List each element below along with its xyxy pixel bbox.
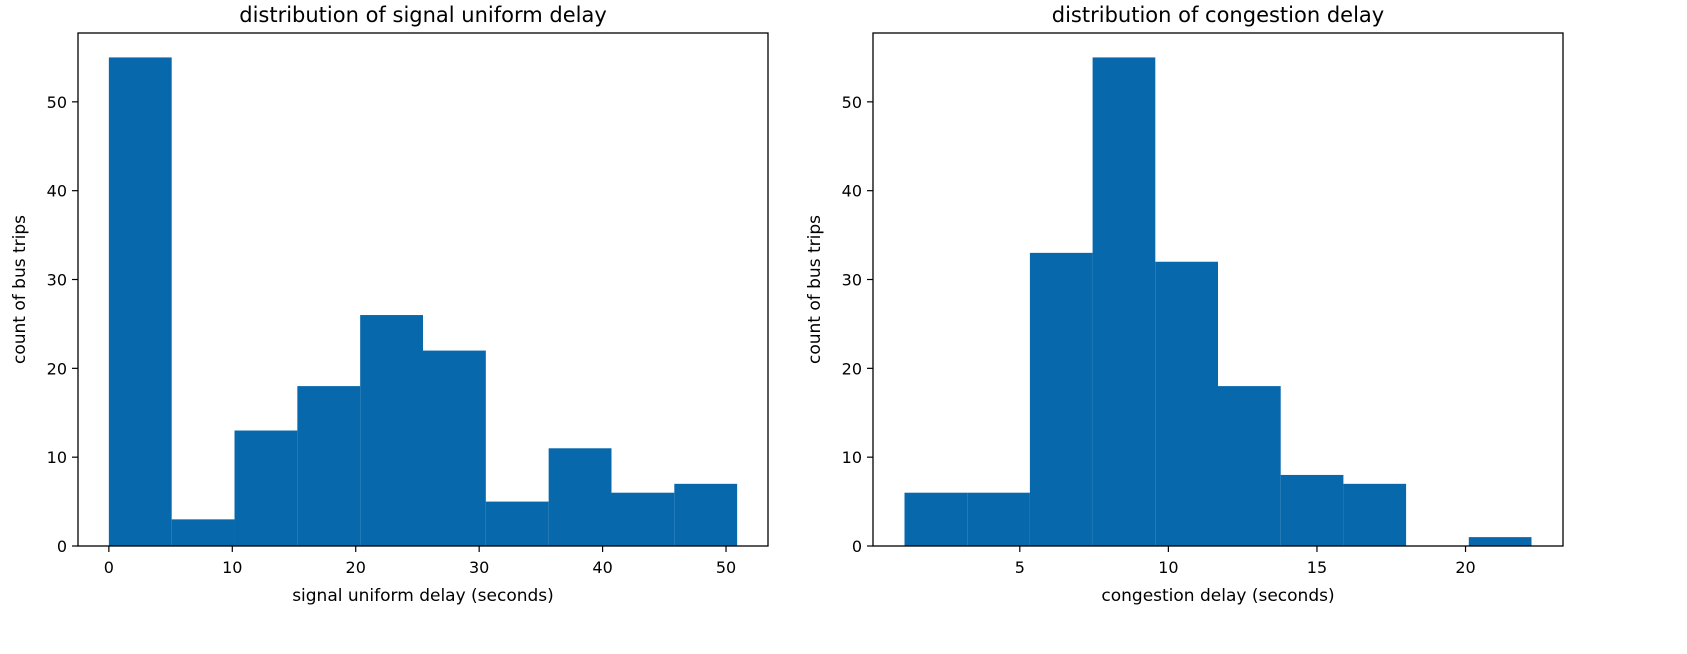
signal-uniform-delay-x-ticks: 0 10 20 30 40 50	[104, 546, 736, 577]
signal-uniform-delay-x-tick-label: 20	[346, 558, 366, 577]
congestion-delay-title: distribution of congestion delay	[1052, 3, 1384, 27]
congestion-delay-bar-8	[1343, 483, 1407, 546]
congestion-delay-bar-10	[1468, 537, 1532, 546]
signal-uniform-delay-bar-2	[171, 519, 235, 546]
signal-uniform-delay-bar-5	[360, 315, 423, 546]
congestion-delay-y-tick-label: 0	[852, 537, 862, 556]
signal-uniform-delay-y-tick-label: 30	[47, 271, 67, 290]
congestion-delay-plot-frame	[872, 32, 1564, 547]
signal-uniform-delay-histogram: 0 10 20 30 40 50 0 10 20 30 40 50 distribution of …	[10, 3, 769, 606]
signal-uniform-delay-bar-10	[674, 483, 738, 546]
signal-uniform-delay-bars	[108, 57, 738, 547]
signal-uniform-delay-y-tick-label: 0	[57, 537, 67, 556]
signal-uniform-delay-bar-1	[108, 57, 172, 547]
congestion-delay-x-tick-label: 5	[1015, 558, 1025, 577]
signal-uniform-delay-x-tick-label: 10	[222, 558, 242, 577]
congestion-delay-histogram: 5 10 15 20 0 10 20 30 40 50 distribution of cong…	[805, 3, 1564, 606]
signal-uniform-delay-title: distribution of signal uniform delay	[239, 3, 607, 27]
signal-uniform-delay-plot-frame	[77, 32, 769, 547]
congestion-delay-bar-3	[1029, 252, 1093, 546]
signal-uniform-delay-y-axis-label: count of bus trips	[10, 215, 30, 364]
congestion-delay-y-tick-label: 20	[842, 359, 862, 378]
signal-uniform-delay-y-tick-label: 40	[47, 182, 67, 201]
congestion-delay-bar-2	[967, 492, 1030, 546]
signal-uniform-delay-x-tick-label: 50	[716, 558, 736, 577]
congestion-delay-x-ticks: 5 10 15 20	[1015, 546, 1476, 577]
congestion-delay-y-axis-label: count of bus trips	[805, 215, 825, 364]
signal-uniform-delay-x-tick-label: 30	[469, 558, 489, 577]
signal-uniform-delay-bar-8	[548, 448, 612, 546]
congestion-delay-bar-5	[1155, 261, 1218, 546]
signal-uniform-delay-x-axis-label: signal uniform delay (seconds)	[292, 586, 554, 606]
signal-uniform-delay-y-ticks: 0 10 20 30 40 50	[47, 93, 78, 556]
congestion-delay-x-tick-label: 10	[1158, 558, 1178, 577]
signal-uniform-delay-bar-3	[234, 430, 298, 546]
signal-uniform-delay-y-tick-label: 50	[47, 93, 67, 112]
congestion-delay-y-ticks: 0 10 20 30 40 50	[842, 93, 873, 556]
signal-uniform-delay-bar-9	[611, 492, 675, 546]
signal-uniform-delay-bar-7	[485, 501, 549, 546]
congestion-delay-bar-1	[904, 492, 968, 546]
congestion-delay-x-tick-label: 20	[1455, 558, 1475, 577]
congestion-delay-y-tick-label: 50	[842, 93, 862, 112]
signal-uniform-delay-bar-4	[297, 386, 361, 546]
congestion-delay-x-tick-label: 15	[1307, 558, 1327, 577]
congestion-delay-y-tick-label: 10	[842, 448, 862, 467]
congestion-delay-bars	[904, 57, 1532, 547]
signal-uniform-delay-bar-6	[423, 350, 486, 546]
signal-uniform-delay-x-tick-label: 0	[104, 558, 114, 577]
congestion-delay-bar-7	[1280, 474, 1344, 546]
congestion-delay-y-tick-label: 30	[842, 271, 862, 290]
congestion-delay-x-axis-label: congestion delay (seconds)	[1101, 586, 1334, 606]
signal-uniform-delay-x-tick-label: 40	[592, 558, 612, 577]
congestion-delay-bar-4	[1092, 57, 1156, 547]
signal-uniform-delay-y-tick-label: 10	[47, 448, 67, 467]
congestion-delay-bar-6	[1218, 386, 1281, 546]
congestion-delay-y-tick-label: 40	[842, 182, 862, 201]
signal-uniform-delay-y-tick-label: 20	[47, 359, 67, 378]
